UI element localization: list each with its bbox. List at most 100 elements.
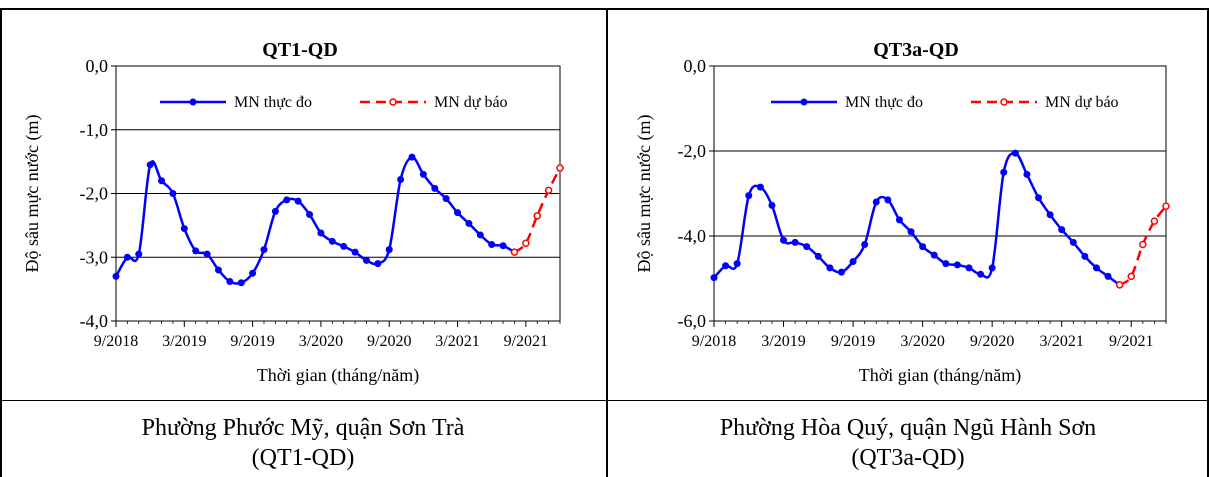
- y-tick-label: -4,0: [678, 226, 707, 246]
- data-point-forecast: [556, 164, 564, 172]
- x-tick-label: 9/2021: [1109, 333, 1153, 350]
- data-point-observed: [112, 272, 120, 280]
- x-tick-label: 9/2018: [94, 333, 138, 350]
- x-tick-label: 3/2020: [900, 333, 944, 350]
- data-point-observed: [907, 228, 915, 236]
- data-point-observed: [431, 184, 439, 192]
- caption-qt3a-code: (QT3a-QD): [851, 445, 965, 471]
- data-point-observed: [294, 197, 302, 205]
- data-point-observed: [385, 246, 393, 254]
- data-point-observed: [1092, 264, 1100, 272]
- data-point-observed: [499, 242, 507, 250]
- data-point-observed: [768, 201, 776, 209]
- data-point-observed: [1069, 238, 1077, 246]
- caption-qt1-code: (QT1-QD): [251, 445, 355, 471]
- data-point-observed: [374, 260, 382, 268]
- y-tick-label: -2,0: [80, 184, 109, 204]
- legend-forecast-label: MN dự báo: [1045, 94, 1119, 111]
- data-point-observed: [1081, 252, 1089, 260]
- table-left-border: [0, 8, 2, 477]
- data-point-forecast: [1150, 217, 1159, 225]
- legend-observed-label: MN thực đo: [234, 94, 312, 111]
- x-tick-label: 9/2021: [504, 333, 548, 350]
- caption-qt1: Phường Phước Mỹ, quận Sơn Trà (QT1-QD): [4, 413, 602, 473]
- data-point-observed: [849, 258, 857, 265]
- data-point-forecast: [1115, 281, 1124, 289]
- data-point-observed: [249, 269, 257, 277]
- data-point-observed: [745, 192, 753, 200]
- data-point-observed: [192, 247, 200, 255]
- data-point-observed: [397, 175, 405, 183]
- data-point-observed: [317, 229, 325, 237]
- data-point-observed: [442, 195, 450, 203]
- data-point-forecast: [522, 239, 530, 247]
- data-point-observed: [328, 237, 336, 245]
- data-point-observed: [780, 236, 788, 244]
- data-point-observed: [488, 241, 496, 248]
- table-top-border: [0, 8, 1209, 10]
- data-point-observed: [454, 209, 462, 217]
- x-tick-label: 3/2020: [299, 333, 343, 350]
- table-row-divider: [0, 400, 1209, 401]
- table-middle-divider: [606, 8, 608, 477]
- x-tick-label: 9/2019: [831, 333, 875, 350]
- chart-title: QT3a-QD: [873, 39, 959, 61]
- chart-title: QT1-QD: [262, 39, 338, 61]
- caption-qt1-location: Phường Phước Mỹ, quận Sơn Trà: [141, 415, 465, 441]
- data-point-observed: [1104, 272, 1112, 280]
- data-point-forecast: [1139, 240, 1147, 249]
- data-point-observed: [930, 251, 938, 259]
- data-point-observed: [146, 161, 154, 169]
- data-point-observed: [895, 216, 903, 224]
- data-point-observed: [419, 170, 427, 178]
- data-point-observed: [351, 248, 359, 256]
- legend-forecast-label: MN dự báo: [434, 94, 508, 111]
- data-point-observed: [861, 241, 869, 248]
- data-point-observed: [710, 274, 718, 282]
- y-axis-label: Độ sâu mực nước (m): [634, 115, 655, 273]
- x-tick-label: 9/2020: [367, 333, 411, 350]
- legend-forecast-marker: [1000, 98, 1008, 106]
- y-tick-label: -3,0: [80, 247, 109, 267]
- data-point-observed: [1046, 211, 1054, 219]
- legend-observed-marker: [800, 98, 808, 106]
- data-point-observed: [158, 177, 166, 185]
- data-point-observed: [135, 250, 143, 258]
- data-point-observed: [803, 243, 811, 251]
- chart-qt1-svg: 0,0 -1,0 -2,0 -3,0 -4,0 9/2018 3/2019 9/2019 3/2…: [22, 39, 564, 386]
- y-tick-label: 0,0: [86, 56, 109, 76]
- x-tick-label: 9/2020: [970, 333, 1014, 350]
- data-point-observed: [942, 260, 950, 268]
- data-point-observed: [237, 279, 245, 287]
- data-point-observed: [260, 246, 268, 254]
- data-point-observed: [306, 211, 314, 219]
- data-point-observed: [340, 242, 348, 250]
- data-point-observed: [123, 253, 131, 261]
- legend-observed-marker: [189, 98, 197, 106]
- data-point-observed: [919, 243, 927, 251]
- data-point-observed: [214, 266, 222, 274]
- data-point-observed: [884, 196, 892, 204]
- series-forecast-line: [513, 167, 562, 254]
- data-point-forecast: [1127, 272, 1135, 281]
- plot-area: [713, 65, 1167, 322]
- x-tick-label: 9/2019: [230, 333, 274, 350]
- x-axis-label: Thời gian (tháng/năm): [859, 365, 1021, 386]
- data-point-forecast: [533, 212, 541, 220]
- data-point-observed: [271, 207, 279, 215]
- data-point-observed: [756, 183, 764, 191]
- y-tick-label: 0,0: [684, 56, 707, 76]
- data-point-observed: [1011, 149, 1019, 157]
- y-tick-label: -2,0: [678, 141, 707, 161]
- data-point-observed: [476, 231, 484, 239]
- data-point-observed: [826, 264, 834, 272]
- data-point-observed: [814, 252, 822, 260]
- x-tick-label: 3/2019: [162, 333, 206, 350]
- data-point-observed: [362, 256, 370, 264]
- data-point-observed: [872, 198, 880, 206]
- data-point-observed: [953, 261, 961, 269]
- x-tick-label: 3/2021: [1039, 333, 1083, 350]
- chart-qt3a-svg: 0,0 -2,0 -4,0 -6,0 9/2018 3/2019 9/2019 3/2020 9…: [634, 39, 1170, 386]
- x-tick-label: 3/2021: [435, 333, 479, 350]
